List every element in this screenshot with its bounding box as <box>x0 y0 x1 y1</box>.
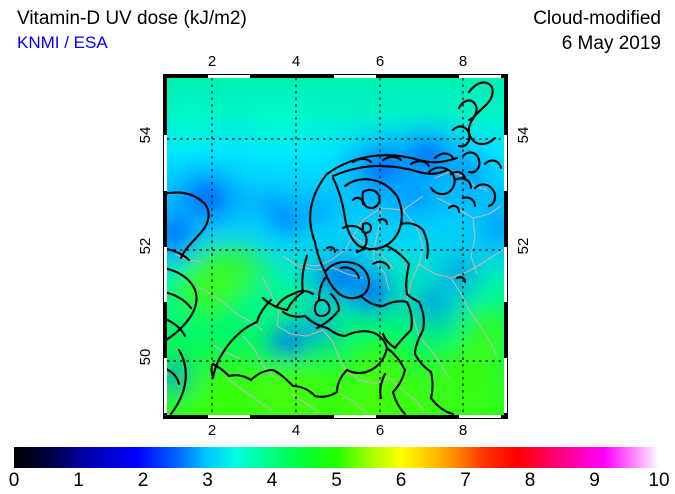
colorbar-tick-0: 0 <box>8 470 20 491</box>
uv-dose-heatmap[interactable] <box>167 78 504 415</box>
colorbar-tick-10: 10 <box>648 470 670 491</box>
x-tick-bottom-8: 8 <box>458 422 468 439</box>
axis-ticks-left <box>163 74 167 419</box>
y-tick-right-54: 54 <box>514 126 532 144</box>
graticule-layer <box>167 78 504 415</box>
y-tick-left-52: 52 <box>136 237 154 255</box>
x-tick-top-2: 2 <box>207 53 217 70</box>
y-tick-left-50: 50 <box>136 348 154 366</box>
x-tick-top-4: 4 <box>291 53 301 70</box>
date-label: 6 May 2019 <box>561 33 661 54</box>
product-mode-label: Cloud-modified <box>533 8 661 29</box>
axis-ticks-bottom <box>163 415 508 419</box>
y-tick-left-54: 54 <box>136 126 154 144</box>
colorbar-tick-9: 9 <box>589 470 600 491</box>
axis-ticks-top <box>163 74 508 78</box>
colorbar-tick-4: 4 <box>266 470 278 491</box>
colorbar-tick-2: 2 <box>137 470 149 491</box>
source-attribution: KNMI / ESA <box>17 33 108 52</box>
x-tick-top-8: 8 <box>458 53 468 70</box>
axis-ticks-right <box>504 74 508 419</box>
colorbar-tick-6: 6 <box>395 470 407 491</box>
colorbar-gradient[interactable] <box>14 447 659 468</box>
map-plot[interactable]: 2 4 6 8 2 4 6 8 54 52 50 54 52 <box>137 53 532 439</box>
y-tick-right-52: 52 <box>514 237 532 255</box>
x-tick-bottom-2: 2 <box>207 422 217 439</box>
colorbar-tick-3: 3 <box>202 470 213 491</box>
colorbar-tick-labels: 0 1 2 3 4 5 6 7 8 9 10 <box>9 468 670 494</box>
x-tick-bottom-6: 6 <box>375 422 385 439</box>
colorbar-legend[interactable]: 0 1 2 3 4 5 6 7 8 9 10 <box>9 447 670 494</box>
x-tick-top-6: 6 <box>375 53 385 70</box>
x-tick-bottom-4: 4 <box>291 422 301 439</box>
colorbar-tick-7: 7 <box>460 470 471 491</box>
map-icon <box>167 78 504 415</box>
admin-borders-layer <box>174 171 504 415</box>
colorbar-tick-8: 8 <box>524 470 536 491</box>
page-title: Vitamin-D UV dose (kJ/m2) <box>17 8 247 29</box>
coastline-layer <box>167 81 503 415</box>
colorbar-tick-1: 1 <box>73 470 84 491</box>
colorbar-tick-5: 5 <box>331 470 342 491</box>
